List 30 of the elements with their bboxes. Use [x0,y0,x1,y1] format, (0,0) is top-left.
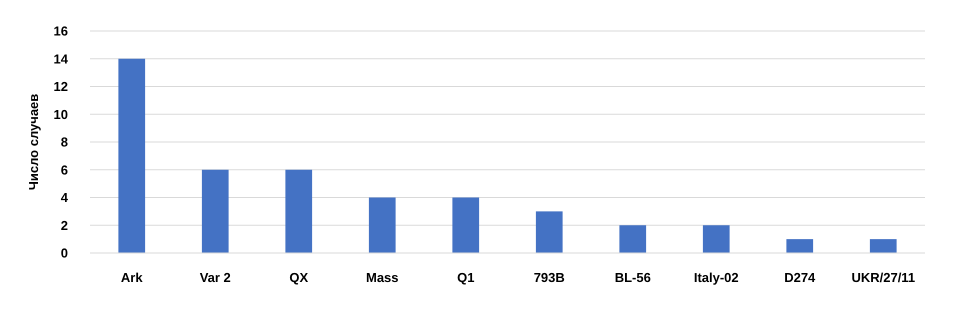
y-tick-label: 10 [54,106,68,122]
y-tick-label: 14 [54,51,69,66]
bar [536,211,563,253]
y-tick-label: 2 [60,218,68,233]
bar [285,170,312,253]
bar [619,225,646,253]
x-tick-label: Italy-02 [694,270,739,285]
x-tick-label: Var 2 [200,270,231,285]
x-tick-label: BL-56 [614,270,651,285]
bar [702,225,730,253]
x-tick-label: Ark [120,270,144,285]
x-tick-label: Q1 [457,270,474,285]
bar [368,198,396,253]
bar [870,239,897,253]
x-tick-label: 793B [534,270,565,285]
bar [452,198,480,253]
y-tick-label: 16 [54,24,68,39]
x-tick-label: QX [289,270,308,285]
x-tick-label: Mass [366,270,399,285]
y-tick-label: 12 [54,79,68,94]
bar [786,239,814,253]
x-tick-label: UKR/27/11 [851,270,916,285]
bar [118,58,146,253]
y-axis-title: Число случаев [26,94,41,190]
y-tick-label: 8 [60,134,68,150]
y-tick-label: 0 [60,246,68,261]
x-tick-label: D274 [784,270,816,285]
y-tick-label: 6 [60,162,68,178]
y-tick-label: 4 [60,190,69,206]
bar [202,170,229,253]
